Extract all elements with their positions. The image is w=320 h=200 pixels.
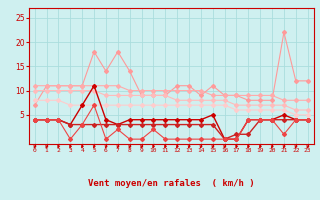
Text: Vent moyen/en rafales  ( km/h ): Vent moyen/en rafales ( km/h ) [88, 179, 254, 188]
